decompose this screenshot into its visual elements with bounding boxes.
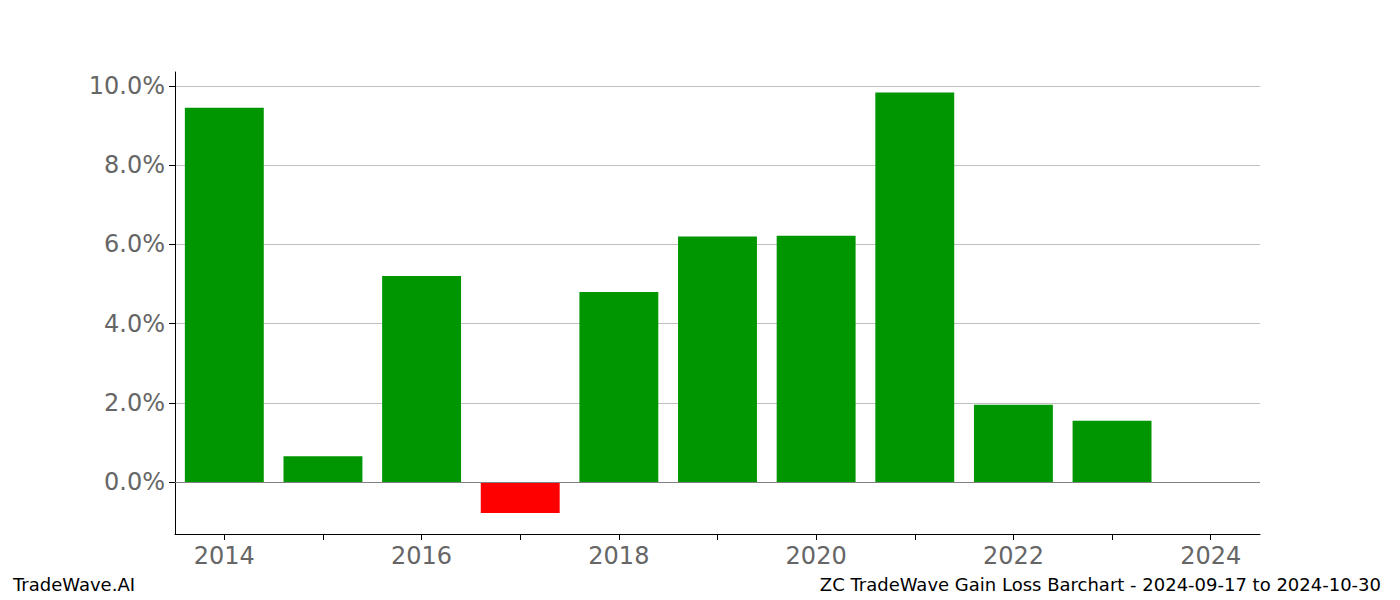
svg-text:2014: 2014 bbox=[194, 542, 255, 570]
svg-text:2020: 2020 bbox=[786, 542, 847, 570]
svg-text:0.0%: 0.0% bbox=[104, 468, 165, 496]
svg-text:4.0%: 4.0% bbox=[104, 310, 165, 338]
svg-text:8.0%: 8.0% bbox=[104, 151, 165, 179]
svg-text:2016: 2016 bbox=[391, 542, 452, 570]
svg-text:TradeWave.AI: TradeWave.AI bbox=[12, 574, 135, 595]
svg-text:2.0%: 2.0% bbox=[104, 389, 165, 417]
svg-text:10.0%: 10.0% bbox=[89, 72, 165, 100]
svg-text:2022: 2022 bbox=[983, 542, 1044, 570]
svg-text:2018: 2018 bbox=[588, 542, 649, 570]
svg-text:ZC TradeWave Gain Loss Barchar: ZC TradeWave Gain Loss Barchart - 2024-0… bbox=[820, 574, 1381, 595]
svg-text:2024: 2024 bbox=[1180, 542, 1241, 570]
svg-text:6.0%: 6.0% bbox=[104, 230, 165, 258]
